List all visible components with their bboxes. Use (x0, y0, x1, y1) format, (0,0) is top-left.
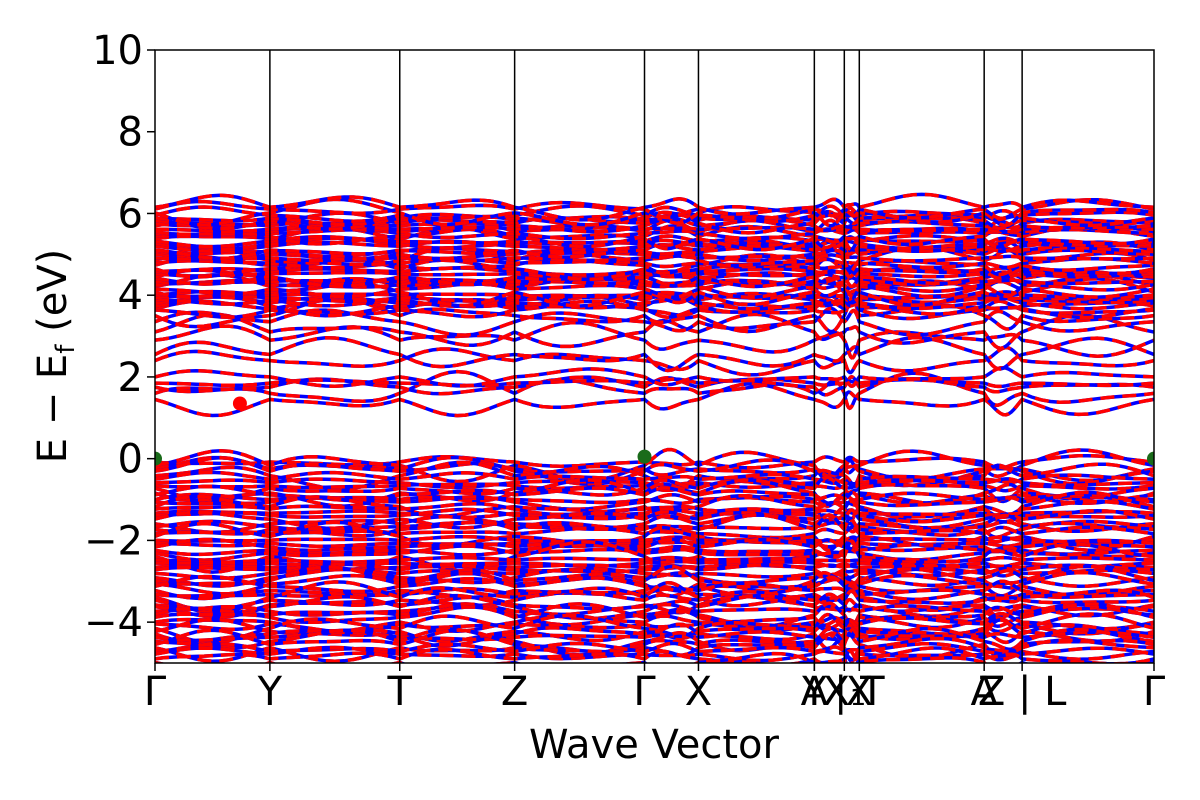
band-line (155, 612, 1154, 645)
x-tick-label: Γ (1143, 669, 1166, 715)
y-tick-label: 8 (118, 110, 143, 156)
band-line (155, 513, 1154, 539)
band-extremum-marker (232, 396, 247, 411)
band-line (155, 476, 1154, 490)
x-tick-label: Y (801, 669, 827, 715)
x-tick-label: T (387, 669, 413, 715)
markers-layer (155, 396, 1154, 466)
band-line (155, 253, 1154, 277)
plot-frame (154, 49, 1155, 664)
band-extremum-marker (1147, 451, 1154, 466)
band-line (155, 204, 1154, 224)
band-line (155, 601, 1154, 629)
band-line (155, 246, 1154, 263)
band-line (155, 455, 1154, 483)
band-line (155, 649, 1154, 663)
y-tick-label: 4 (118, 273, 143, 319)
y-axis-title-unit: (eV) (30, 249, 76, 345)
band-line (155, 297, 1154, 320)
band-line (155, 197, 1154, 221)
band-line (155, 618, 1154, 651)
kpoint-lines (269, 50, 1023, 663)
x-tick-label: X (685, 669, 712, 715)
x-tick-label: Γ (144, 669, 167, 715)
band-line (155, 345, 1154, 377)
band-line (155, 245, 1154, 274)
band-line (155, 239, 1154, 254)
band-line (155, 538, 1154, 549)
band-line (155, 365, 1154, 389)
band-line (155, 555, 1154, 565)
band-line (155, 475, 1154, 504)
y-tick-label: 2 (118, 355, 143, 401)
x-tick-label: | T (834, 669, 885, 715)
band-line (155, 345, 1154, 377)
band-line (155, 507, 1154, 520)
x-tick-label: X₁ (823, 669, 866, 715)
y-axis-title-sub: f (51, 344, 81, 354)
band-line (155, 646, 1154, 663)
band-line (155, 192, 1154, 222)
band-line (155, 626, 1154, 657)
band-line (155, 223, 1154, 235)
y-tick-label: 0 (118, 437, 143, 483)
band-extremum-marker (637, 449, 652, 464)
y-tick-label: −2 (84, 518, 143, 564)
band-line (155, 197, 1154, 228)
x-tick-label: A (970, 669, 998, 715)
x-tick-label: Y (257, 669, 283, 715)
band-line (155, 335, 1154, 373)
y-tick-label: 6 (118, 191, 143, 237)
y-tick-label: −4 (84, 600, 143, 646)
x-axis-title: Wave Vector (529, 722, 780, 768)
y-axis-title: E − Ef (eV) (30, 249, 81, 464)
band-line (155, 293, 1154, 318)
y-tick-label: 10 (92, 28, 143, 74)
band-line (155, 312, 1154, 351)
x-tick-label: X (846, 669, 873, 715)
band-line (155, 268, 1154, 289)
band-line (155, 641, 1154, 661)
band-line (155, 224, 1154, 249)
band-line (155, 374, 1154, 397)
x-tick-label: Γ (633, 669, 656, 715)
band-line (155, 276, 1154, 294)
band-extremum-marker (155, 451, 162, 466)
band-line (155, 499, 1154, 519)
band-line (155, 320, 1154, 360)
y-axis: −4 −2 0 2 4 6 8 10 (84, 28, 155, 646)
band-line (155, 369, 1154, 411)
bands-layer (155, 192, 1154, 663)
x-tick-label: Z (501, 669, 528, 715)
band-line (155, 239, 1154, 261)
band-line (155, 306, 1154, 337)
band-line (155, 490, 1154, 523)
x-tick-label: A (801, 669, 829, 715)
band-line (155, 520, 1154, 553)
y-axis-title-main: E − E (30, 354, 76, 464)
band-line (155, 519, 1154, 534)
x-tick-label: Z | L (978, 669, 1067, 715)
band-line (155, 628, 1154, 661)
band-line (155, 470, 1154, 488)
band-line (155, 226, 1154, 252)
band-line (155, 593, 1154, 619)
